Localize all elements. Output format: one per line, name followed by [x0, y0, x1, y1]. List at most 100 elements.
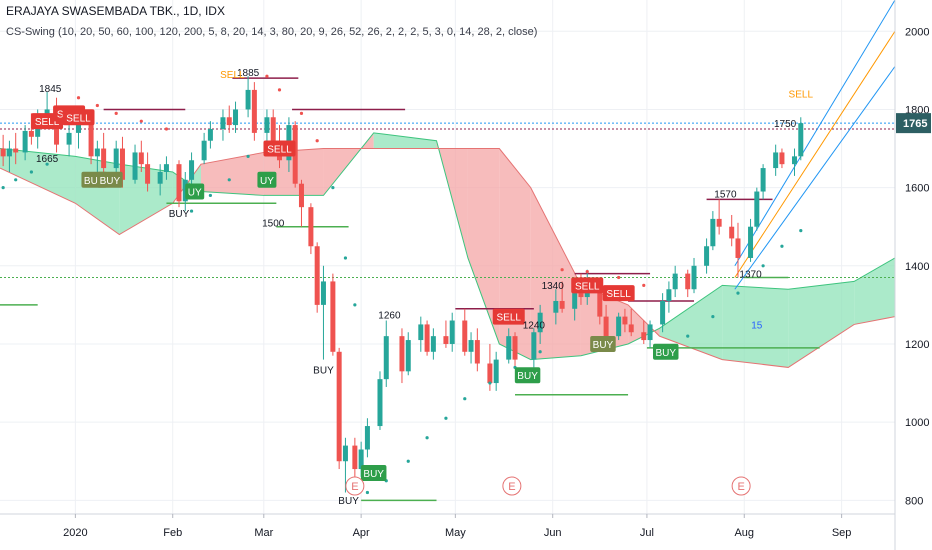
candle-body	[487, 363, 493, 384]
candle-body	[603, 316, 609, 337]
candle-body	[531, 332, 537, 360]
chart-annotation: 1500	[262, 219, 285, 230]
psar-dot	[164, 127, 169, 131]
psar-dot	[315, 139, 319, 143]
candle-body	[660, 300, 666, 325]
candle-body	[760, 168, 766, 192]
psar-dot	[711, 315, 715, 319]
psar-dot	[406, 459, 410, 463]
candle-body	[207, 128, 213, 141]
candle-body	[779, 152, 785, 165]
chart-annotation: 1570	[714, 189, 737, 200]
candle-body	[132, 152, 138, 180]
candle-body	[729, 226, 735, 239]
x-tick-label: Aug	[734, 527, 754, 539]
candle-body	[647, 324, 653, 341]
buy-signal-label: BUY	[363, 469, 384, 480]
candle-body	[145, 164, 151, 184]
y-tick-label: 1200	[905, 339, 929, 351]
earnings-marker-label: E	[351, 481, 358, 493]
x-tick-label: Apr	[353, 527, 370, 539]
psar-dot	[246, 154, 250, 158]
candle-body	[28, 130, 34, 137]
candle-body	[672, 273, 678, 290]
sell-signal-box	[602, 285, 635, 302]
psar-dot	[29, 170, 34, 174]
buy-signal-label: BUY	[655, 348, 676, 359]
candle-body	[748, 226, 754, 258]
chart-annotation: BUY	[338, 496, 359, 507]
psar-dot	[686, 334, 690, 338]
candle-body	[578, 293, 584, 298]
ichimoku-cloud-segment	[788, 281, 855, 368]
chart-annotation: SELL	[789, 90, 814, 101]
sell-signal-box	[62, 109, 95, 126]
candle-body	[628, 324, 634, 333]
candle-body	[220, 117, 226, 129]
candle-body	[336, 351, 342, 462]
candle-body	[773, 152, 779, 169]
chart-annotation: SELL	[220, 70, 245, 81]
psar-dot	[139, 119, 143, 123]
candle-body	[270, 117, 276, 145]
candle-body	[233, 109, 239, 126]
ichimoku-cloud-segment	[467, 148, 500, 344]
psar-dot	[780, 244, 784, 248]
candle-body	[176, 164, 182, 202]
x-tick-label: May	[445, 527, 466, 539]
chart-title: ERAJAYA SWASEMBADA TBK., 1D, IDX	[6, 4, 225, 18]
psar-dot	[76, 96, 81, 100]
buy-signal-box	[514, 367, 541, 384]
y-tick-label: 800	[905, 495, 923, 507]
candle-body	[735, 238, 741, 258]
indicator-legend: CS-Swing (10, 20, 50, 60, 100, 120, 200,…	[6, 26, 538, 38]
candle-body	[364, 426, 370, 450]
candle-body	[399, 336, 405, 372]
psar-dot	[353, 303, 357, 307]
earnings-marker-label: E	[508, 481, 515, 493]
candle-body	[13, 148, 19, 153]
candle-body	[245, 89, 251, 110]
candle-body	[443, 336, 449, 344]
y-tick-label: 1600	[905, 183, 929, 195]
candle-body	[685, 273, 691, 290]
psar-dot	[799, 229, 803, 233]
candle-body	[308, 207, 314, 247]
buy-signal-label: BUY	[593, 340, 614, 351]
psar-dot	[538, 350, 542, 354]
chart-annotation: BUY	[169, 209, 190, 220]
candle-body	[94, 148, 100, 157]
chart-annotation: 1885	[237, 68, 260, 79]
psar-dot	[1, 186, 5, 190]
psar-dot	[761, 264, 765, 268]
candle-body	[189, 160, 195, 180]
chart-annotation: 1845	[39, 84, 62, 95]
psar-dot	[331, 186, 335, 190]
trend-channel-line	[734, 30, 895, 278]
ichimoku-cloud-segment	[659, 285, 723, 360]
candle-body	[0, 148, 6, 157]
candle-body	[298, 183, 304, 208]
candle-body	[342, 445, 348, 462]
last-price-label: 1765	[903, 118, 927, 130]
candle-body	[537, 312, 543, 333]
candle-body	[226, 117, 232, 126]
psar-dot	[299, 111, 304, 115]
candle-body	[22, 130, 28, 153]
psar-dot	[277, 88, 282, 92]
candle-body	[666, 289, 672, 301]
candle-body	[559, 300, 565, 309]
candle-body	[119, 148, 125, 180]
earnings-marker	[345, 476, 365, 496]
trend-channel-line	[734, 0, 895, 267]
candle-body	[314, 246, 320, 305]
candle-body	[468, 340, 474, 352]
candle-body	[798, 123, 804, 157]
chart-annotation: 1340	[542, 281, 565, 292]
buy-signal-box	[360, 464, 387, 481]
earnings-marker	[502, 476, 522, 496]
candle-body	[572, 293, 578, 309]
candle-body	[377, 379, 383, 427]
